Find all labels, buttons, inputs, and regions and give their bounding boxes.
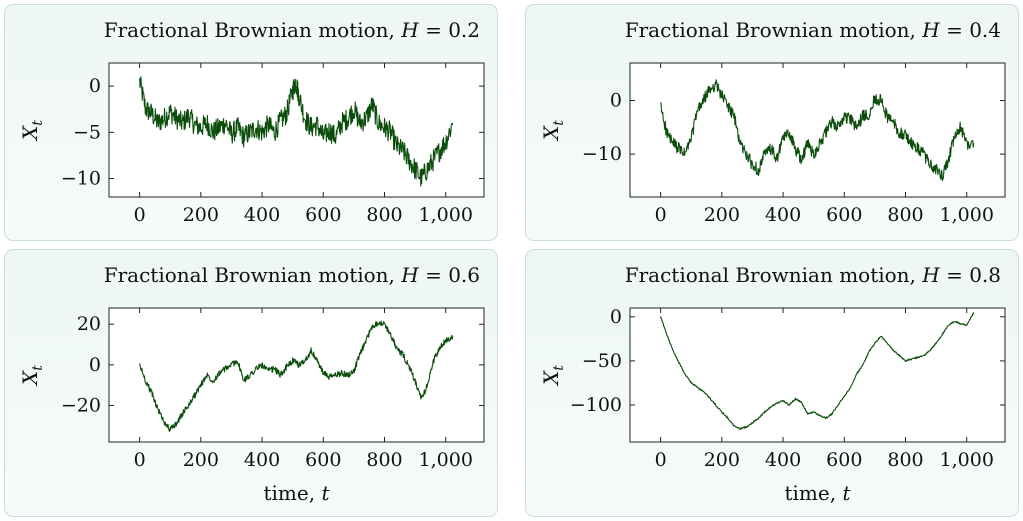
plot-frame [629,307,1006,443]
series-line [660,312,975,430]
plot-frame [108,307,485,443]
x-tick-label: 400 [244,449,280,471]
y-tick-label: −10 [61,168,101,190]
y-tick-label: −50 [582,350,622,372]
x-tick-label: 800 [887,449,923,471]
y-axis-label: Xt [18,120,46,142]
chart-title: Fractional Brownian motion, H = 0.4 [625,18,1001,42]
plot-frame [108,62,485,198]
y-tick-label: 0 [89,354,101,376]
x-tick-label: 1,000 [419,449,473,471]
x-tick-label: 200 [704,449,740,471]
y-tick-label: −5 [73,121,101,143]
x-tick-label: 200 [704,204,740,226]
x-axis-label: time, t [264,481,331,505]
x-tick-label: 1,000 [940,449,994,471]
chart-title: Fractional Brownian motion, H = 0.6 [104,263,480,287]
y-tick-label: −20 [61,394,101,416]
x-tick-label: 0 [655,204,667,226]
plot-area [630,63,1005,197]
x-tick-label: 0 [655,449,667,471]
chart-panel-h06: Fractional Brownian motion, H = 0.6 0 200 4… [4,249,498,517]
x-tick-label: 400 [244,204,280,226]
chart-svg: Fractional Brownian motion, H = 0.2 0 200 4… [18,18,485,226]
x-tick-label: 200 [183,449,219,471]
x-tick-label: 0 [134,449,146,471]
series-line [660,79,975,182]
x-tick-label: 400 [765,204,801,226]
y-tick-label: −100 [570,394,622,416]
series-line [139,76,454,187]
plot-area [109,308,484,442]
y-axis-label: Xt [539,365,567,387]
plot-frame [629,62,1006,198]
x-tick-label: 1,000 [419,204,473,226]
x-tick-label: 400 [765,449,801,471]
chart-panel-h08: Fractional Brownian motion, H = 0.8 0 200 4… [525,249,1019,517]
x-tick-label: 800 [366,204,402,226]
x-tick-label: 200 [183,204,219,226]
plot-area [630,308,1005,442]
chart-title: Fractional Brownian motion, H = 0.2 [104,18,480,42]
y-tick-label: 20 [77,313,101,335]
x-tick-label: 800 [887,204,923,226]
x-tick-label: 600 [305,449,341,471]
x-tick-label: 1,000 [940,204,994,226]
y-axis-label: Xt [18,365,46,387]
x-tick-label: 600 [305,204,341,226]
y-tick-label: 0 [610,90,622,112]
x-tick-label: 600 [826,204,862,226]
x-tick-label: 0 [134,204,146,226]
x-tick-label: 600 [826,449,862,471]
y-tick-label: 0 [89,75,101,97]
x-axis-label: time, t [785,481,852,505]
chart-title: Fractional Brownian motion, H = 0.8 [625,263,1001,287]
chart-svg: Fractional Brownian motion, H = 0.80 200 4… [539,263,1006,505]
y-tick-label: 0 [610,306,622,328]
chart-svg: Fractional Brownian motion, H = 0.4 0 200 4… [539,18,1006,226]
chart-panel-h02: Fractional Brownian motion, H = 0.2 0 200 4… [4,4,498,241]
chart-svg: Fractional Brownian motion, H = 0.60 200 4… [18,263,485,505]
y-tick-label: −10 [582,143,622,165]
chart-panel-h04: Fractional Brownian motion, H = 0.4 0 200 4… [525,4,1019,241]
y-axis-label: Xt [539,120,567,142]
x-tick-label: 800 [366,449,402,471]
series-line [139,320,454,432]
